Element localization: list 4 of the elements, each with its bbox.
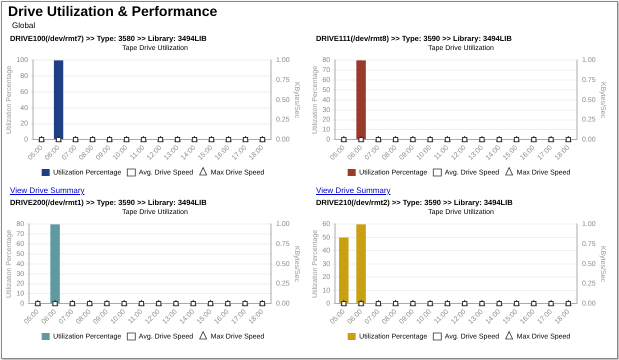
text: Global [12, 21, 36, 30]
text: View Drive Summary [10, 186, 85, 195]
text: View Drive Summary [316, 186, 391, 195]
text: Drive Utilization & Performance [8, 3, 218, 19]
